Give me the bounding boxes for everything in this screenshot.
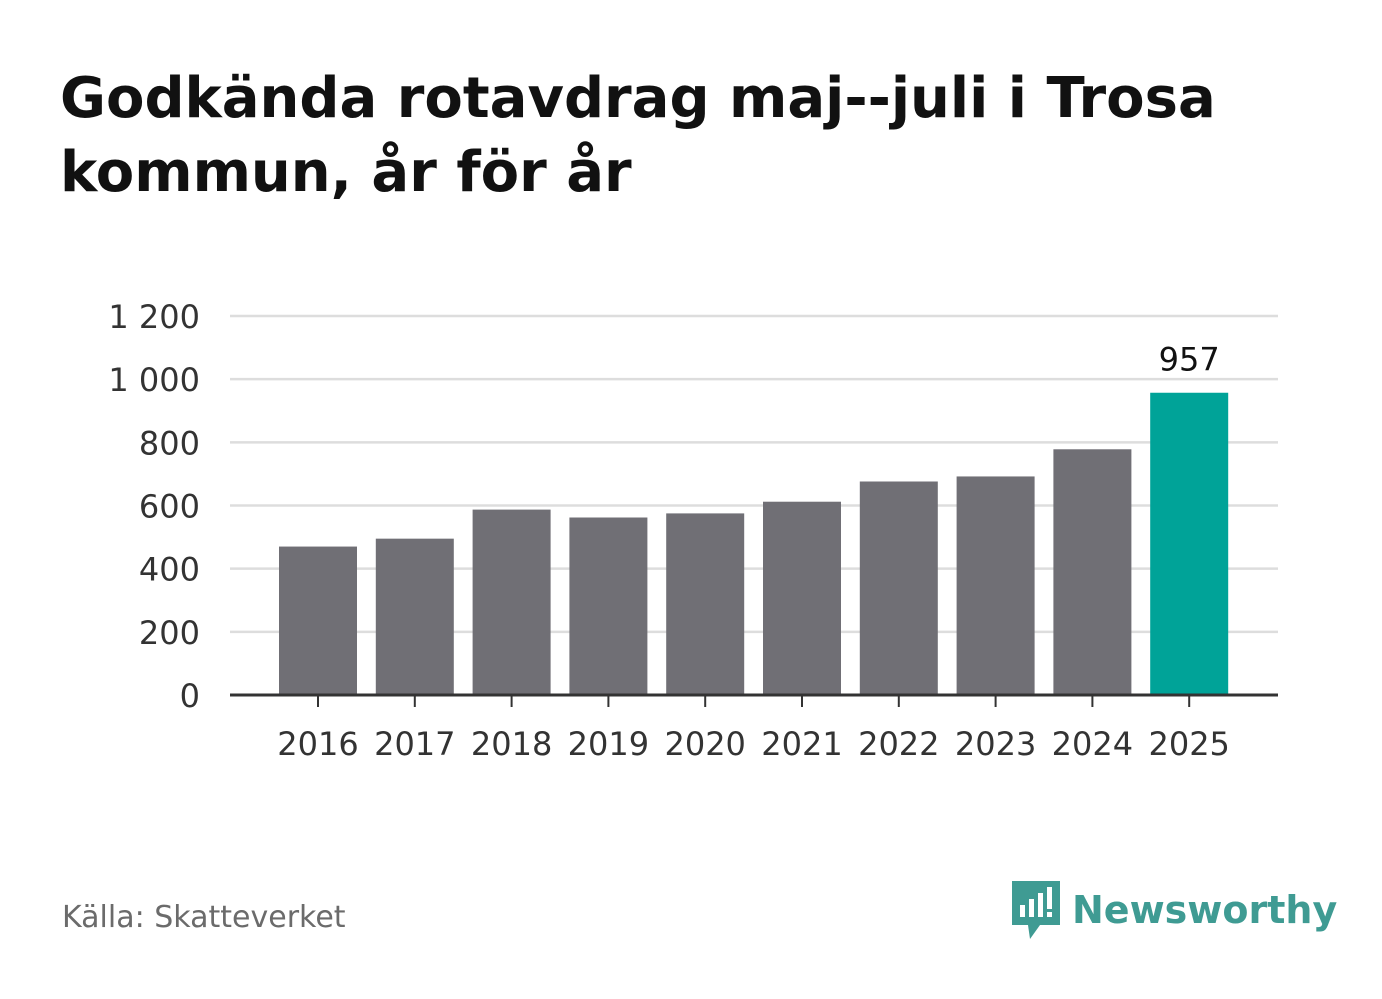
- bar-2024: [1053, 449, 1132, 695]
- bar-2017: [375, 538, 454, 695]
- bar-2020: [666, 513, 745, 695]
- x-tick-label: 2024: [1052, 725, 1133, 763]
- x-tick-label: 2020: [664, 725, 745, 763]
- y-tick-label: 200: [139, 614, 200, 652]
- bar-2018: [472, 509, 551, 695]
- x-tick-label: 2021: [761, 725, 842, 763]
- y-axis-ticks: 0 200 400 600 800 1 000 1 200: [108, 298, 200, 715]
- x-tick-label: 2023: [955, 725, 1036, 763]
- x-tick-label: 2025: [1148, 725, 1229, 763]
- chart-title: Godkända rotavdrag maj--juli i Trosa kom…: [60, 66, 1216, 205]
- x-tick-label: 2016: [277, 725, 358, 763]
- x-tick-label: 2022: [858, 725, 939, 763]
- bars: [279, 392, 1229, 695]
- bar-2019: [569, 517, 648, 695]
- source-note: Källa: Skatteverket: [62, 900, 346, 935]
- bar-2022: [859, 481, 938, 695]
- bar-2016: [279, 546, 357, 695]
- y-tick-label: 0: [180, 677, 200, 715]
- bar-2025: [1150, 392, 1229, 695]
- bar-2021: [763, 501, 841, 695]
- y-tick-label: 800: [139, 424, 200, 462]
- x-tick-label: 2018: [471, 725, 552, 763]
- y-tick-label: 1 000: [108, 361, 200, 399]
- y-tick-label: 1 200: [108, 298, 200, 336]
- data-label: 957: [1159, 341, 1220, 379]
- bar-2023: [956, 476, 1035, 695]
- y-tick-label: 400: [139, 551, 200, 589]
- brand-name: Newsworthy: [1072, 888, 1338, 932]
- newsworthy-logo-icon: [1012, 881, 1060, 939]
- x-axis-ticks: 2016 2017 2018 2019 2020 2021 2022 2023 2024 2025: [277, 695, 1230, 763]
- data-labels: 957: [1159, 341, 1220, 379]
- brand-logo: Newsworthy: [1010, 878, 1337, 942]
- y-tick-label: 600: [139, 488, 200, 526]
- x-tick-label: 2017: [374, 725, 455, 763]
- x-tick-label: 2019: [568, 725, 649, 763]
